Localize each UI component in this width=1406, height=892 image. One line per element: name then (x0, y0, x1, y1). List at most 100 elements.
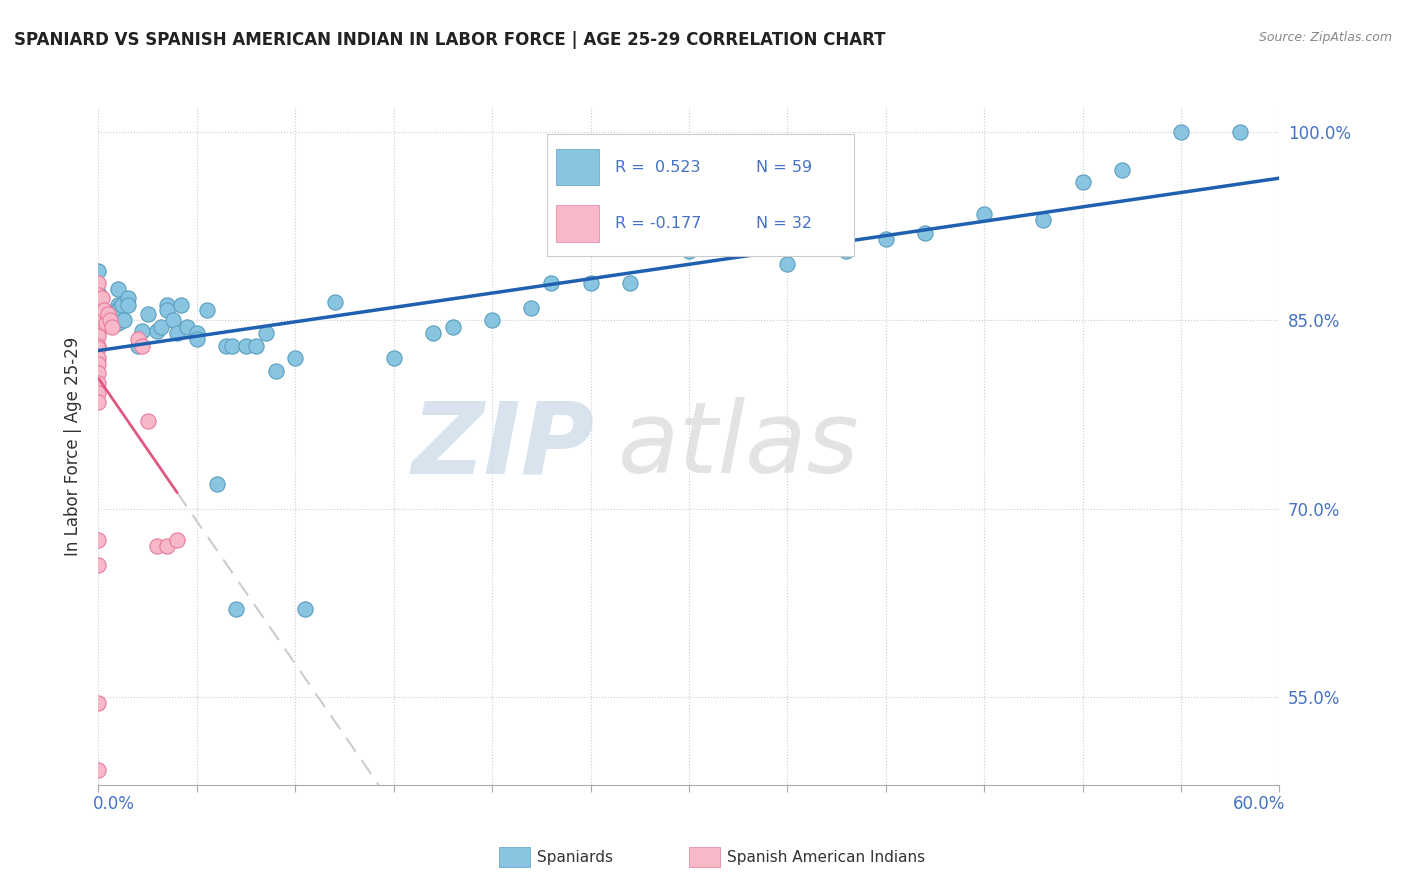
Point (131, 324, 153, 338)
Point (101, 319, 124, 334)
Point (87, 338, 110, 352)
Point (235, 338, 257, 352)
Point (91, 291, 114, 305)
Point (87, 386, 110, 401)
Point (87, 558, 110, 573)
Point (112, 313, 135, 327)
Text: atlas: atlas (619, 398, 859, 494)
Point (678, 244, 700, 259)
Point (136, 307, 159, 321)
Point (284, 351, 307, 365)
Point (422, 326, 444, 340)
Point (98, 313, 121, 327)
Point (87, 697, 110, 711)
Point (87, 298, 110, 312)
Point (87, 328, 110, 343)
Point (87, 303, 110, 318)
Point (1170, 125, 1192, 139)
Point (264, 364, 287, 378)
Point (146, 540, 169, 554)
Point (87, 285, 110, 300)
Point (914, 226, 936, 240)
Point (186, 326, 208, 340)
Point (146, 324, 169, 338)
Point (96, 316, 118, 330)
Point (225, 602, 247, 616)
Point (87, 276, 110, 290)
Point (245, 338, 267, 352)
Point (117, 298, 139, 312)
Point (150, 319, 173, 334)
Point (166, 326, 188, 340)
Point (87, 376, 110, 391)
Point (1229, 125, 1251, 139)
Point (131, 338, 153, 352)
Point (221, 338, 243, 352)
Point (520, 301, 543, 315)
Point (176, 319, 198, 334)
Point (186, 332, 208, 346)
Point (107, 310, 129, 324)
Text: Spaniards: Spaniards (537, 850, 613, 864)
Point (87, 341, 110, 355)
Point (87, 291, 110, 305)
Point (87, 358, 110, 372)
Point (166, 533, 188, 548)
Point (205, 476, 228, 491)
Point (127, 338, 149, 352)
Point (107, 282, 129, 296)
Point (1032, 213, 1054, 227)
Point (973, 207, 995, 221)
Point (117, 291, 139, 305)
Point (441, 319, 464, 334)
Point (87, 395, 110, 409)
Y-axis label: In Labor Force | Age 25-29: In Labor Force | Age 25-29 (65, 336, 83, 556)
Point (294, 602, 316, 616)
Point (87, 326, 110, 340)
Point (87, 366, 110, 380)
Point (87, 288, 110, 302)
Point (136, 414, 159, 428)
Point (835, 244, 858, 259)
Point (87, 313, 110, 327)
Point (107, 298, 129, 312)
Point (540, 276, 562, 290)
Point (107, 303, 129, 318)
Point (97, 307, 120, 321)
Text: ZIP: ZIP (412, 398, 595, 494)
Point (87, 264, 110, 278)
Text: 0.0%: 0.0% (93, 795, 135, 813)
Point (254, 326, 277, 340)
Point (127, 332, 149, 346)
Point (87, 307, 110, 321)
Point (156, 303, 179, 318)
Point (481, 313, 503, 327)
Point (776, 257, 799, 271)
Point (156, 540, 179, 554)
Text: SPANIARD VS SPANISH AMERICAN INDIAN IN LABOR FORCE | AGE 25-29 CORRELATION CHART: SPANIARD VS SPANISH AMERICAN INDIAN IN L… (14, 31, 886, 49)
Point (111, 298, 134, 312)
Point (170, 298, 193, 312)
Text: Source: ZipAtlas.com: Source: ZipAtlas.com (1258, 31, 1392, 45)
Point (87, 285, 110, 300)
Point (87, 533, 110, 548)
Point (1071, 175, 1094, 189)
Point (1111, 162, 1133, 177)
Point (382, 351, 405, 365)
Point (107, 316, 129, 330)
Text: Spanish American Indians: Spanish American Indians (727, 850, 925, 864)
Text: 60.0%: 60.0% (1233, 795, 1285, 813)
Point (215, 338, 238, 352)
Point (87, 351, 110, 365)
Point (619, 276, 641, 290)
Point (162, 313, 184, 327)
Point (87, 763, 110, 777)
Point (579, 276, 602, 290)
Point (323, 294, 346, 309)
Point (156, 298, 179, 312)
Point (93, 303, 115, 318)
Point (107, 303, 129, 318)
Point (717, 238, 740, 252)
Point (195, 303, 218, 318)
Point (875, 232, 897, 246)
